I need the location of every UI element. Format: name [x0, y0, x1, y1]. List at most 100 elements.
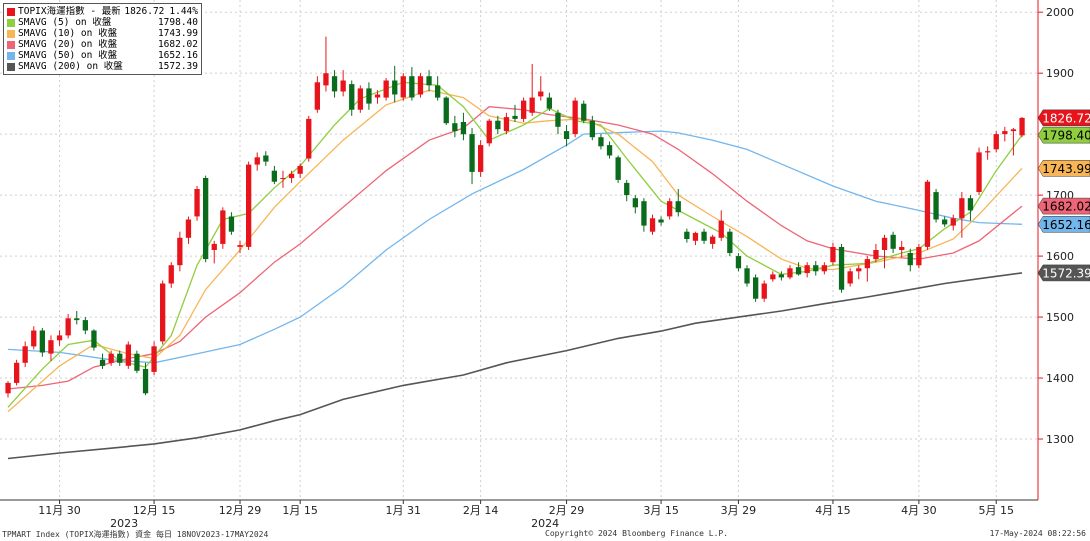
candle-body [228, 216, 235, 232]
candle-body [108, 353, 114, 363]
candle [203, 175, 209, 263]
candle [349, 80, 355, 116]
candle-body [160, 283, 166, 342]
candle-body [306, 118, 312, 159]
candle [563, 125, 570, 147]
candle [417, 73, 424, 98]
footer-timestamp: 17-May-2024 08:22:56 [989, 529, 1086, 538]
candle [606, 141, 613, 159]
candle-body [503, 117, 510, 132]
candle [426, 70, 432, 92]
candle [615, 155, 621, 183]
candle-body [856, 268, 862, 272]
y-tick-label: 1500 [1046, 311, 1074, 324]
candle [838, 243, 845, 293]
x-tick-label: 2月 29 [549, 504, 585, 517]
candle [486, 118, 492, 147]
candle [288, 170, 295, 183]
candle [675, 189, 681, 217]
candle [306, 115, 312, 162]
x-tick-label: 2月 14 [463, 504, 499, 517]
tag-background [1037, 126, 1090, 144]
tag-value: 1798.40 [1042, 129, 1090, 143]
tag-value: 1826.72 [1042, 111, 1090, 125]
candle-body [314, 82, 320, 110]
candle [366, 82, 372, 110]
candle-body [409, 76, 415, 98]
candle [82, 317, 88, 335]
candle-body [727, 231, 733, 253]
tag-background [1037, 160, 1090, 177]
candle [993, 131, 999, 153]
last-value-tag: 1572.39 [1037, 264, 1090, 282]
legend-value: 1826.72 [124, 6, 165, 17]
candle [787, 265, 793, 280]
candle-body [177, 237, 183, 266]
candle [263, 151, 269, 166]
candle [5, 381, 11, 398]
candle [271, 165, 277, 185]
x-tick-label: 12月 29 [219, 504, 262, 517]
candle-body [692, 232, 699, 241]
candle-body [151, 346, 157, 372]
candle-body [486, 120, 492, 144]
legend-item: SMAVG (200) on 收盤 1572.39 [7, 61, 198, 72]
legend-value: 1743.99 [157, 28, 198, 39]
candle-body [512, 115, 518, 119]
legend-name: SMAVG (200) on 收盤 [18, 61, 123, 72]
candle-body [615, 157, 621, 180]
candle [383, 78, 389, 101]
candle-body [795, 267, 802, 275]
candle [778, 271, 784, 281]
candle [727, 228, 733, 257]
candle [813, 260, 819, 276]
candle [39, 328, 45, 357]
candle [177, 231, 183, 272]
legend-swatch [7, 18, 15, 27]
moving-average-lines [7, 81, 1023, 460]
candle [804, 262, 810, 278]
candle [237, 240, 243, 254]
legend-name: SMAVG (50) on 收盤 [18, 50, 118, 61]
candle [555, 109, 561, 135]
candle-body [1002, 131, 1008, 135]
candle [959, 192, 965, 238]
last-value-tag: 1652.16 [1037, 216, 1090, 233]
candle-body [778, 274, 784, 278]
candle [873, 243, 879, 263]
candle [795, 262, 802, 276]
candle-body [572, 100, 578, 135]
candle [899, 240, 905, 258]
legend-swatch [7, 62, 15, 71]
candle [830, 242, 836, 266]
candle-body [288, 173, 295, 179]
candle [168, 262, 174, 288]
y-tick-label: 1900 [1046, 67, 1074, 80]
candle [581, 100, 587, 124]
candle-body [357, 88, 363, 110]
tag-value: 1652.16 [1042, 218, 1090, 232]
candle-body [340, 80, 346, 92]
candle-body [976, 152, 982, 192]
y-tick-label: 1400 [1046, 372, 1074, 385]
candle-body [632, 198, 638, 208]
sma200-line [7, 272, 1023, 460]
candle [228, 212, 235, 235]
candle-body [82, 320, 88, 331]
candle [74, 310, 80, 325]
candle [512, 104, 518, 122]
candle-body [56, 335, 63, 341]
legend-value: 1798.40 [157, 17, 198, 28]
last-value-tag: 1798.40 [1037, 126, 1090, 144]
grid-lines [0, 0, 1038, 500]
candle [589, 115, 595, 141]
candle-body [641, 201, 647, 226]
candle [117, 350, 123, 366]
candle-body [203, 178, 209, 260]
candle [254, 152, 260, 171]
candle-body [916, 247, 922, 266]
candle [134, 350, 140, 374]
candle-body [538, 91, 544, 97]
y-tick-label: 2000 [1046, 6, 1074, 19]
